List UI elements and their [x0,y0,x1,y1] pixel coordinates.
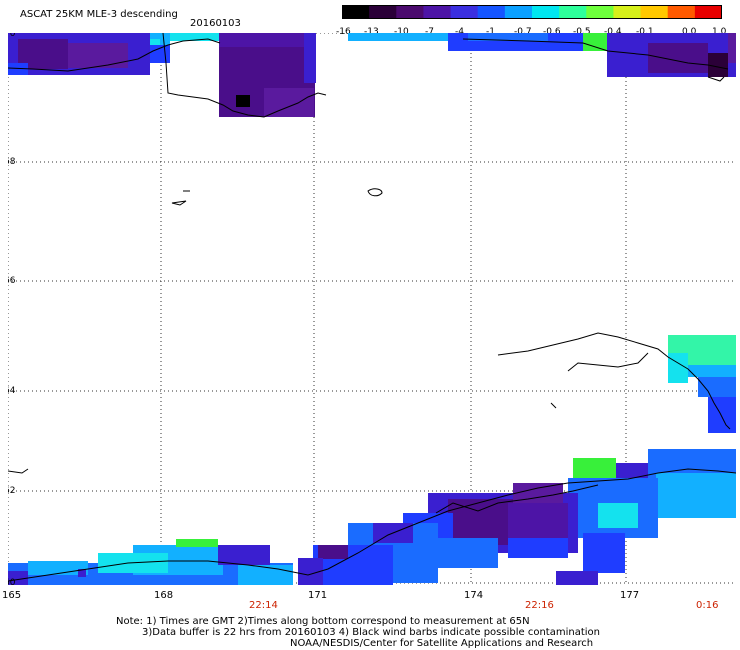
colorbar-label: -0.5 [573,27,591,37]
colorbar-segment [667,5,696,19]
lon-label: 168 [154,590,174,601]
note-line-3: NOAA/NESDIS/Center for Satellite Applica… [290,638,594,649]
time-label: 22:16 [525,600,554,611]
colorbar-label: -1 [486,27,495,37]
latitude-labels: 70 68 66 64 62 60 [8,33,16,585]
colorbar-label: -7 [425,27,434,37]
colorbar-segment [586,5,615,19]
colorbar-border [342,5,722,19]
lon-label: 165 [2,590,22,601]
colorbar-segment [423,5,452,19]
product-title: ASCAT 25KM MLE-3 descending [20,9,178,20]
colorbar-label: -4 [455,27,464,37]
lon-label: 171 [308,590,328,601]
lat-label: 68 [8,157,16,167]
colorbar-segment [396,5,425,19]
data-swath-right-middle [668,335,736,433]
colorbar-label: 0.0 [682,27,697,37]
lat-label: 66 [8,276,16,286]
lat-label: 60 [8,578,16,585]
data-swath-top-right [348,33,736,77]
wind-map: 70 68 66 64 62 60 [8,33,736,585]
colorbar-segment [694,5,722,19]
colorbar-segment [640,5,669,19]
lon-label: 174 [464,590,484,601]
product-date: 20160103 [190,18,241,29]
data-swath-top-left [8,33,316,117]
colorbar-label: -16 [336,27,351,37]
lon-label: 177 [620,590,640,601]
lat-label: 70 [8,33,16,39]
colorbar-segment [477,5,506,19]
colorbar-label: -0.1 [636,27,654,37]
colorbar-segment [342,5,370,19]
color-scale-bar [342,5,722,19]
note-line-1: Note: 1) Times are GMT 2)Times along bot… [116,616,530,627]
time-label: 22:14 [249,600,278,611]
colorbar-label: -0.4 [604,27,622,37]
colorbar-segment [613,5,642,19]
colorbar-segment [532,5,560,19]
note-line-2: 3)Data buffer is 22 hrs from 20160103 4)… [142,627,600,638]
lat-label: 62 [8,486,15,496]
colorbar-label: -13 [364,27,379,37]
colorbar-label: -0.7 [514,27,532,37]
coastlines [8,33,736,582]
lat-label: 64 [8,386,16,396]
colorbar-label: -0.6 [543,27,561,37]
colorbar-segment [450,5,479,19]
time-label: 0:16 [696,600,719,611]
color-scale-labels: -16 -13 -10 -7 -4 -1 -0.7 -0.6 -0.5 -0.4… [336,27,736,39]
colorbar-segment [559,5,587,19]
colorbar-segment [369,5,397,19]
colorbar-label: 1.0 [712,27,727,37]
colorbar-label: -10 [394,27,409,37]
colorbar-segment [504,5,533,19]
